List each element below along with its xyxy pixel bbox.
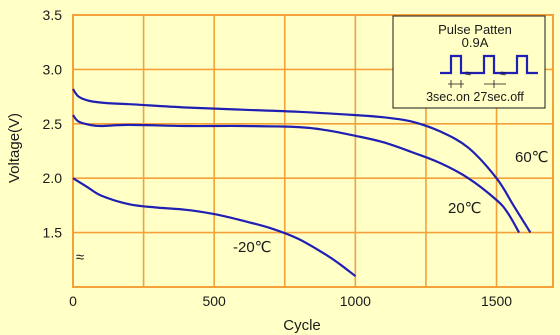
pulse-waveform <box>440 54 538 75</box>
inset-current: 0.9A <box>462 35 489 50</box>
series-line-60c <box>72 88 532 234</box>
plot-area <box>72 14 554 288</box>
y-tick-label: 3.0 <box>43 61 63 77</box>
pulse-pattern-inset: Pulse Patten 0.9A ≈ ≈ 3sec.on 27sec.off <box>392 15 546 109</box>
x-tick-label: 1000 <box>340 293 371 309</box>
inset-box <box>392 15 546 109</box>
plot-frame <box>72 14 554 288</box>
y-tick-label: 1.5 <box>43 225 63 241</box>
y-tick-label: 2.0 <box>43 170 63 186</box>
y-tick-label: 3.5 <box>43 7 63 23</box>
series-label-minus20c: -20℃ <box>233 239 272 256</box>
x-tick-label: 0 <box>69 293 77 309</box>
series-label-20c: 20℃ <box>448 200 482 217</box>
inset-title: Pulse Patten <box>438 22 512 37</box>
axis-break-symbol: ≈ <box>76 249 84 266</box>
tick-labels: 1.5 2.0 2.5 3.0 3.5 0 500 1000 1500 <box>43 7 513 309</box>
x-tick-label: 500 <box>202 293 226 309</box>
series-line-20c <box>72 114 521 234</box>
inset-break-2: ≈ <box>500 68 506 80</box>
inset-dimension-marks <box>448 80 506 88</box>
inset-timing: 3sec.on 27sec.off <box>426 90 524 104</box>
series-lines <box>72 88 532 277</box>
inset-break-1: ≈ <box>465 68 471 80</box>
y-axis-label: Voltage(V) <box>6 113 23 183</box>
series-label-60c: 60℃ <box>515 149 549 166</box>
series-line-minus20c <box>72 177 357 277</box>
x-tick-label: 1500 <box>481 293 512 309</box>
y-tick-label: 2.5 <box>43 116 63 132</box>
x-axis-label: Cycle <box>283 317 321 334</box>
